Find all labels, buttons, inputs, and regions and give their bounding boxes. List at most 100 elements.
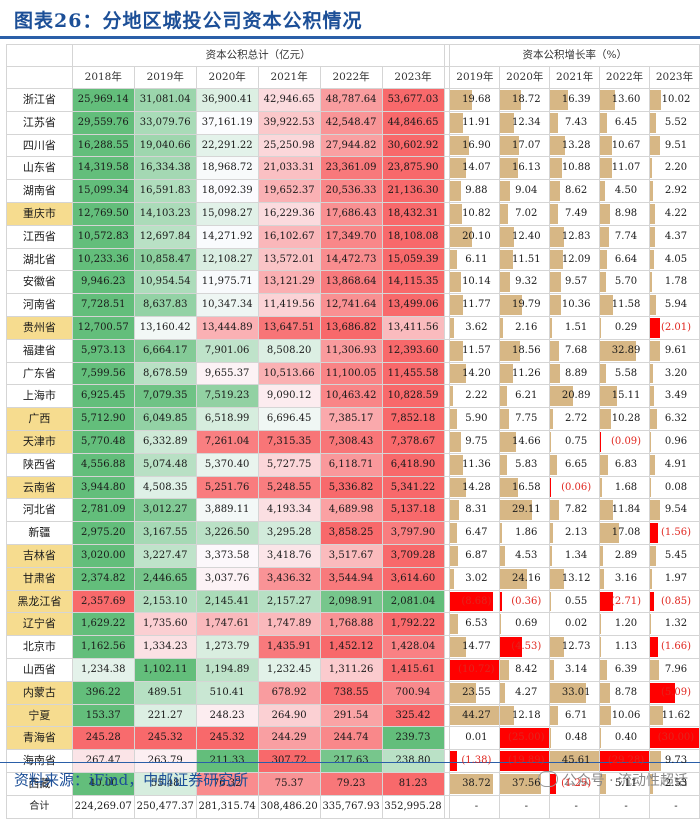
province-cell: 江苏省 [7, 111, 73, 134]
growth-bar [600, 364, 606, 384]
growth-value: 19.68 [459, 94, 491, 105]
total-value-cell: 18,432.31 [382, 202, 444, 225]
total-value-cell: 5,248.55 [258, 476, 320, 499]
growth-bar [600, 250, 607, 270]
growth-cell: 5.90 [450, 408, 500, 431]
growth-bar [450, 181, 461, 201]
total-value-cell: 245.28 [72, 727, 134, 750]
growth-value: 29.11 [509, 504, 541, 515]
growth-value: (29.28) [605, 755, 644, 766]
growth-value: 13.28 [559, 140, 591, 151]
total-value-cell: 2,081.04 [382, 590, 444, 613]
total-value-cell: 6,518.99 [196, 408, 258, 431]
total-value-cell: 18,092.39 [196, 180, 258, 203]
growth-value: 11.07 [609, 162, 641, 173]
corner-cell-2 [7, 67, 73, 89]
growth-value: 20.10 [459, 231, 491, 242]
growth-cell: 1.86 [500, 522, 550, 545]
growth-value: 4.53 [512, 550, 537, 561]
total-value-cell: 12,741.64 [320, 294, 382, 317]
figure-title: 图表26：分地区城投公司资本公积情况 [0, 0, 700, 39]
total-value-cell: 4,556.88 [72, 453, 134, 476]
total-value-cell: 16,334.38 [134, 157, 196, 180]
total-value-cell: 31,081.04 [134, 89, 196, 112]
total-value-cell: 7,261.04 [196, 430, 258, 453]
growth-cell: 1.51 [550, 316, 600, 339]
growth-cell: 10.36 [550, 294, 600, 317]
growth-value: 4.91 [662, 459, 687, 470]
total-value-cell: 396.22 [72, 681, 134, 704]
growth-cell: 2.13 [550, 522, 600, 545]
growth-value: 6.39 [612, 664, 637, 675]
total-value-cell: 13,411.56 [382, 316, 444, 339]
province-cell: 河南省 [7, 294, 73, 317]
total-value-cell: 264.90 [258, 704, 320, 727]
total-value-cell: 3,944.80 [72, 476, 134, 499]
total-value-cell: 1,273.79 [196, 636, 258, 659]
province-cell: 福建省 [7, 339, 73, 362]
growth-cell: 4.53 [500, 544, 550, 567]
growth-value: 12.34 [509, 117, 541, 128]
growth-value: 23.55 [459, 687, 491, 698]
year-header-growth-3: 2022年 [600, 67, 650, 89]
growth-cell: 4.22 [649, 202, 699, 225]
growth-value: (0.36) [508, 596, 541, 607]
growth-bar [550, 364, 560, 384]
growth-value: 1.78 [662, 276, 687, 287]
growth-bar [550, 592, 551, 612]
growth-cell: (0.85) [649, 590, 699, 613]
total-value-cell: 14,115.35 [382, 271, 444, 294]
growth-value: 6.11 [462, 254, 487, 265]
growth-value: 5.45 [662, 550, 687, 561]
total-value-cell: 10,858.47 [134, 248, 196, 271]
growth-value: 15.11 [609, 390, 641, 401]
growth-cell: 13.28 [550, 134, 600, 157]
total-value-cell: 7,728.51 [72, 294, 134, 317]
growth-cell: 0.48 [550, 727, 600, 750]
growth-value: 11.36 [459, 459, 491, 470]
growth-cell: 6.45 [600, 111, 650, 134]
growth-value: (1.38) [458, 755, 491, 766]
total-value-cell: 1,415.61 [382, 658, 444, 681]
total-value-cell: 12,700.57 [72, 316, 134, 339]
growth-bar [500, 455, 506, 475]
growth-value: 6.65 [562, 459, 587, 470]
growth-cell: (30.00) [649, 727, 699, 750]
group-header-row: 资本公积总计（亿元） 资本公积增长率（%） [7, 45, 700, 67]
total-value-cell: 1,194.89 [196, 658, 258, 681]
growth-value: 10.88 [559, 162, 591, 173]
growth-cell: 1.78 [649, 271, 699, 294]
total-value-cell: 239.73 [382, 727, 444, 750]
growth-cell: 16.39 [550, 89, 600, 112]
total-value-cell: 1,747.89 [258, 613, 320, 636]
growth-value: 3.16 [612, 573, 637, 584]
province-cell: 四川省 [7, 134, 73, 157]
growth-bar [650, 181, 653, 201]
growth-cell: 14.07 [450, 157, 500, 180]
growth-value: 0.69 [512, 618, 537, 629]
growth-cell: (5.09) [649, 681, 699, 704]
growth-cell: 24.16 [500, 567, 550, 590]
total-value-cell: 8,678.59 [134, 362, 196, 385]
growth-value: 8.42 [512, 664, 537, 675]
total-value-cell: 9,090.12 [258, 385, 320, 408]
growth-bar [650, 592, 654, 612]
growth-value: 4.05 [662, 254, 687, 265]
growth-bar [600, 660, 607, 680]
growth-cell: 7.74 [600, 225, 650, 248]
total-value-cell: 1,747.61 [196, 613, 258, 636]
year-header-total-1: 2019年 [134, 67, 196, 89]
province-cell: 天津市 [7, 430, 73, 453]
growth-value: 9.61 [662, 345, 687, 356]
growth-cell: 10.06 [600, 704, 650, 727]
growth-cell: 6.65 [550, 453, 600, 476]
growth-value: 7.49 [562, 208, 587, 219]
growth-cell: 3.02 [450, 567, 500, 590]
growth-bar [650, 113, 656, 133]
total-value-cell: 12,697.84 [134, 225, 196, 248]
total-value-cell: 3,709.28 [382, 544, 444, 567]
